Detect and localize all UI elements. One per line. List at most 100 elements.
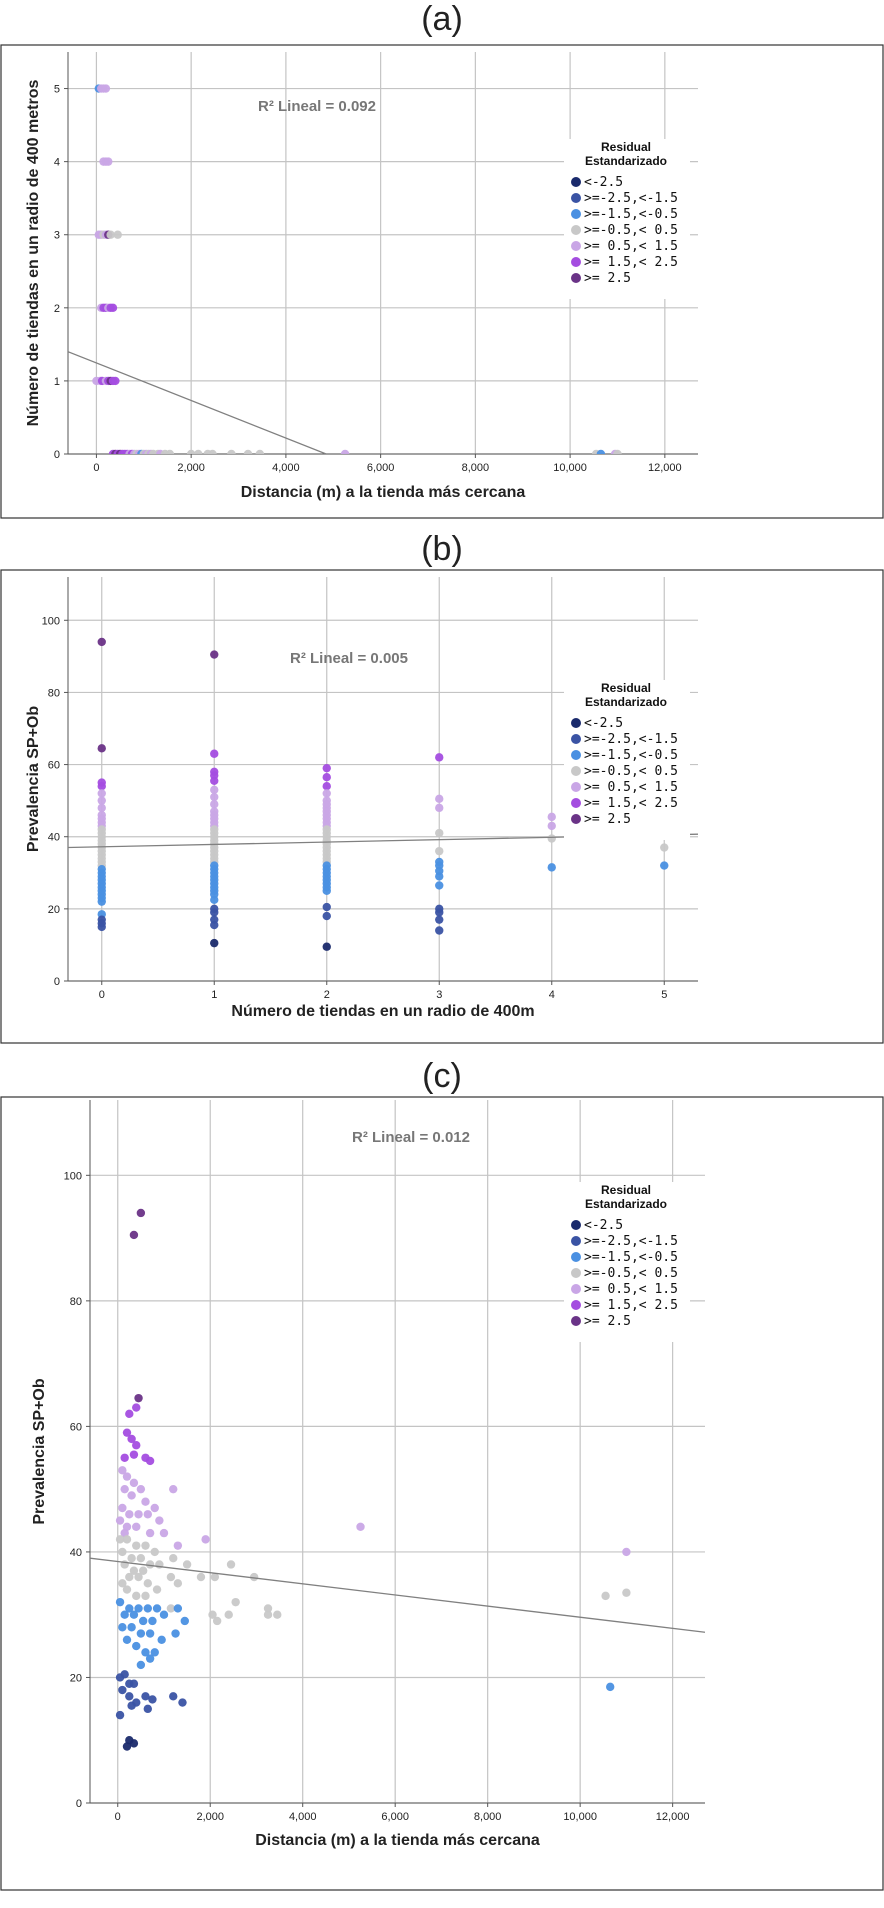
x-tick-label: 2 xyxy=(324,989,330,1001)
data-point xyxy=(435,803,444,813)
data-point xyxy=(210,800,219,809)
data-point xyxy=(166,1572,176,1582)
legend-item-label: >=-1.5,<-0.5 xyxy=(584,207,678,222)
data-point xyxy=(210,938,219,948)
data-point xyxy=(263,1610,273,1619)
data-point xyxy=(435,872,444,881)
data-point xyxy=(210,908,219,917)
legend-title: Residual xyxy=(601,681,651,695)
data-point xyxy=(169,1692,178,1701)
legend-title: Estandarizado xyxy=(585,154,667,168)
data-point xyxy=(210,792,219,802)
data-point xyxy=(622,1588,631,1597)
data-point xyxy=(322,763,331,773)
panel-label: (b) xyxy=(421,530,463,568)
legend-item-label: >= 1.5,< 2.5 xyxy=(584,1298,678,1313)
x-tick-label: 4 xyxy=(549,989,555,1001)
data-point xyxy=(263,1604,273,1613)
data-point xyxy=(178,1698,187,1707)
data-point xyxy=(340,449,350,454)
y-tick-label: 2 xyxy=(54,303,60,315)
data-point xyxy=(115,1516,125,1525)
data-point xyxy=(150,1547,159,1557)
legend-marker xyxy=(571,750,581,760)
data-point xyxy=(129,1679,139,1688)
legend-bg xyxy=(564,139,690,299)
data-point xyxy=(127,1701,136,1710)
data-point xyxy=(606,1682,615,1692)
data-point xyxy=(155,1516,164,1525)
data-point xyxy=(173,1604,183,1613)
r2-label: R² Lineal = 0.005 xyxy=(290,650,408,667)
x-tick-label: 6,000 xyxy=(367,462,395,474)
legend-marker xyxy=(571,209,581,219)
data-point xyxy=(129,1566,139,1575)
legend-marker xyxy=(571,798,581,808)
x-tick-label: 8,000 xyxy=(474,1811,502,1823)
legend-marker xyxy=(571,241,581,251)
data-point xyxy=(120,1670,129,1679)
data-point xyxy=(111,376,120,386)
x-axis-label: Distancia (m) a la tienda más cercana xyxy=(241,484,526,501)
data-point xyxy=(115,1535,125,1544)
panel-label: (a) xyxy=(421,0,463,38)
data-point xyxy=(210,785,219,795)
legend: ResidualEstandarizado<-2.5>=-2.5,<-1.5>=… xyxy=(564,139,690,299)
x-tick-label: 1 xyxy=(211,989,217,1001)
data-point xyxy=(143,1704,153,1714)
data-point xyxy=(660,843,669,852)
legend-bg xyxy=(564,680,690,840)
data-point xyxy=(159,1610,169,1619)
legend-item-label: >= 1.5,< 2.5 xyxy=(584,796,678,811)
panel-label: (c) xyxy=(422,1057,462,1095)
data-point xyxy=(210,776,219,786)
data-point xyxy=(122,1635,132,1645)
data-point xyxy=(129,1610,139,1619)
data-points xyxy=(115,1208,631,1751)
data-point xyxy=(322,886,331,896)
data-point xyxy=(322,772,331,782)
data-point xyxy=(132,1403,141,1412)
x-tick-label: 2,000 xyxy=(196,1811,224,1823)
legend-item-label: >= 2.5 xyxy=(584,812,631,827)
x-tick-label: 5 xyxy=(661,989,667,1001)
data-point xyxy=(173,1541,183,1550)
data-point xyxy=(97,922,106,932)
legend-item-label: >=-0.5,< 0.5 xyxy=(584,223,678,238)
data-point xyxy=(180,1616,189,1626)
data-point xyxy=(435,828,444,838)
data-point xyxy=(435,881,444,890)
legend-item-label: >= 0.5,< 1.5 xyxy=(584,780,678,795)
x-axis-label: Número de tiendas en un radio de 400m xyxy=(231,1003,534,1020)
data-point xyxy=(143,1510,153,1519)
data-point xyxy=(125,1604,134,1613)
data-point xyxy=(125,1572,134,1582)
legend-marker xyxy=(571,1268,581,1278)
x-tick-label: 2,000 xyxy=(177,462,205,474)
data-point xyxy=(122,1535,132,1544)
y-tick-label: 20 xyxy=(48,904,60,916)
data-point xyxy=(118,1685,127,1695)
y-tick-label: 60 xyxy=(48,760,60,772)
data-point xyxy=(435,908,444,917)
x-axis-label: Distancia (m) a la tienda más cercana xyxy=(255,1832,540,1849)
data-point xyxy=(435,926,444,935)
legend-title: Estandarizado xyxy=(585,1197,667,1211)
data-point xyxy=(435,915,444,924)
data-point xyxy=(435,794,444,804)
data-point xyxy=(547,812,556,822)
legend-item-label: >=-2.5,<-1.5 xyxy=(584,1234,678,1249)
data-point xyxy=(127,1434,136,1444)
r2-label: R² Lineal = 0.092 xyxy=(258,98,376,115)
y-axis-label: Prevalencia SP+Ob xyxy=(25,706,42,853)
y-tick-label: 40 xyxy=(48,832,60,844)
data-point xyxy=(169,1554,178,1563)
legend-marker xyxy=(571,782,581,792)
data-point xyxy=(165,449,175,454)
data-point xyxy=(613,449,622,454)
x-tick-label: 0 xyxy=(99,989,105,1001)
legend-marker xyxy=(571,718,581,728)
data-point xyxy=(122,1742,132,1751)
data-point xyxy=(120,1484,129,1494)
legend-bg xyxy=(564,1182,690,1342)
